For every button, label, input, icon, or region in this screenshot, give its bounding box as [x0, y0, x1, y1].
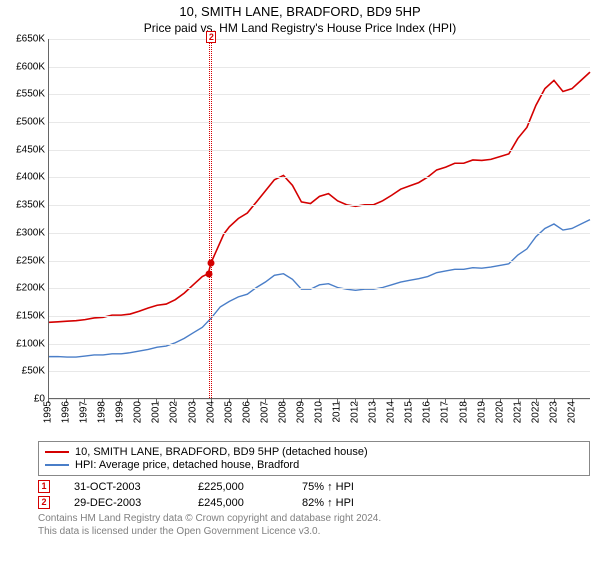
y-gridline [49, 94, 590, 95]
y-gridline [49, 177, 590, 178]
y-tick-label: £500K [16, 117, 49, 128]
y-gridline [49, 67, 590, 68]
x-tick-label: 2008 [277, 401, 288, 423]
transaction-row: 2 29-DEC-2003 £245,000 82% ↑ HPI [38, 496, 590, 509]
y-gridline [49, 122, 590, 123]
x-tick-label: 2000 [133, 401, 144, 423]
transaction-index-box: 1 [38, 480, 50, 493]
x-tick-label: 2002 [169, 401, 180, 423]
transaction-row: 1 31-OCT-2003 £225,000 75% ↑ HPI [38, 480, 590, 493]
transaction-price: £225,000 [198, 481, 278, 493]
sale-point [208, 260, 215, 267]
plot-region: £0£50K£100K£150K£200K£250K£300K£350K£400… [48, 39, 590, 399]
footnote: Contains HM Land Registry data © Crown c… [38, 513, 590, 538]
y-tick-label: £600K [16, 61, 49, 72]
x-tick-label: 1996 [61, 401, 72, 423]
y-gridline [49, 261, 590, 262]
y-gridline [49, 371, 590, 372]
footnote-line-2: This data is licensed under the Open Gov… [38, 526, 590, 539]
x-axis-labels: 1995199619971998199920002001200220032004… [48, 399, 590, 439]
x-tick-label: 2007 [259, 401, 270, 423]
x-tick-label: 1998 [97, 401, 108, 423]
transaction-date: 29-DEC-2003 [74, 497, 174, 509]
y-tick-label: £350K [16, 200, 49, 211]
legend-label: 10, SMITH LANE, BRADFORD, BD9 5HP (detac… [75, 446, 368, 458]
x-tick-label: 2004 [205, 401, 216, 423]
chart-title: 10, SMITH LANE, BRADFORD, BD9 5HP [0, 4, 600, 19]
x-tick-label: 1999 [115, 401, 126, 423]
x-tick-label: 2017 [440, 401, 451, 423]
y-gridline [49, 344, 590, 345]
x-tick-label: 2019 [476, 401, 487, 423]
x-tick-label: 2014 [386, 401, 397, 423]
legend-item: 10, SMITH LANE, BRADFORD, BD9 5HP (detac… [45, 446, 583, 458]
y-tick-label: £100K [16, 338, 49, 349]
y-tick-label: £300K [16, 227, 49, 238]
x-tick-label: 2010 [314, 401, 325, 423]
y-gridline [49, 316, 590, 317]
y-tick-label: £550K [16, 89, 49, 100]
x-tick-label: 2003 [187, 401, 198, 423]
y-gridline [49, 288, 590, 289]
x-tick-label: 2001 [151, 401, 162, 423]
sale-vline [211, 39, 212, 398]
x-tick-label: 2022 [530, 401, 541, 423]
sale-vline [209, 39, 210, 398]
legend-swatch [45, 451, 69, 453]
y-gridline [49, 233, 590, 234]
x-tick-label: 2024 [566, 401, 577, 423]
y-tick-label: £250K [16, 255, 49, 266]
x-tick-label: 2005 [223, 401, 234, 423]
transaction-hpi: 82% ↑ HPI [302, 497, 402, 509]
sale-point [205, 271, 212, 278]
x-tick-label: 2009 [295, 401, 306, 423]
x-tick-label: 2006 [241, 401, 252, 423]
x-tick-label: 2018 [458, 401, 469, 423]
transaction-index-box: 2 [38, 496, 50, 509]
y-tick-label: £450K [16, 144, 49, 155]
y-tick-label: £200K [16, 283, 49, 294]
x-tick-label: 1997 [79, 401, 90, 423]
legend: 10, SMITH LANE, BRADFORD, BD9 5HP (detac… [38, 441, 590, 476]
x-tick-label: 2012 [350, 401, 361, 423]
sale-callout-box: 2 [206, 31, 216, 43]
y-gridline [49, 150, 590, 151]
y-tick-label: £650K [16, 34, 49, 45]
x-tick-label: 2015 [404, 401, 415, 423]
y-tick-label: £400K [16, 172, 49, 183]
x-tick-label: 2023 [548, 401, 559, 423]
x-tick-label: 2020 [494, 401, 505, 423]
legend-item: HPI: Average price, detached house, Brad… [45, 459, 583, 471]
x-tick-label: 1995 [43, 401, 54, 423]
chart-area: £0£50K£100K£150K£200K£250K£300K£350K£400… [48, 39, 590, 399]
y-tick-label: £150K [16, 310, 49, 321]
footnote-line-1: Contains HM Land Registry data © Crown c… [38, 513, 590, 526]
x-tick-label: 2016 [422, 401, 433, 423]
legend-label: HPI: Average price, detached house, Brad… [75, 459, 299, 471]
transaction-hpi: 75% ↑ HPI [302, 481, 402, 493]
y-gridline [49, 39, 590, 40]
x-tick-label: 2021 [512, 401, 523, 423]
x-tick-label: 2013 [368, 401, 379, 423]
transaction-price: £245,000 [198, 497, 278, 509]
transactions-table: 1 31-OCT-2003 £225,000 75% ↑ HPI 2 29-DEC-200… [38, 480, 590, 509]
y-tick-label: £50K [22, 366, 49, 377]
legend-swatch [45, 464, 69, 466]
x-tick-label: 2011 [332, 401, 343, 423]
transaction-date: 31-OCT-2003 [74, 481, 174, 493]
chart-subtitle: Price paid vs. HM Land Registry's House … [0, 21, 600, 35]
y-gridline [49, 205, 590, 206]
